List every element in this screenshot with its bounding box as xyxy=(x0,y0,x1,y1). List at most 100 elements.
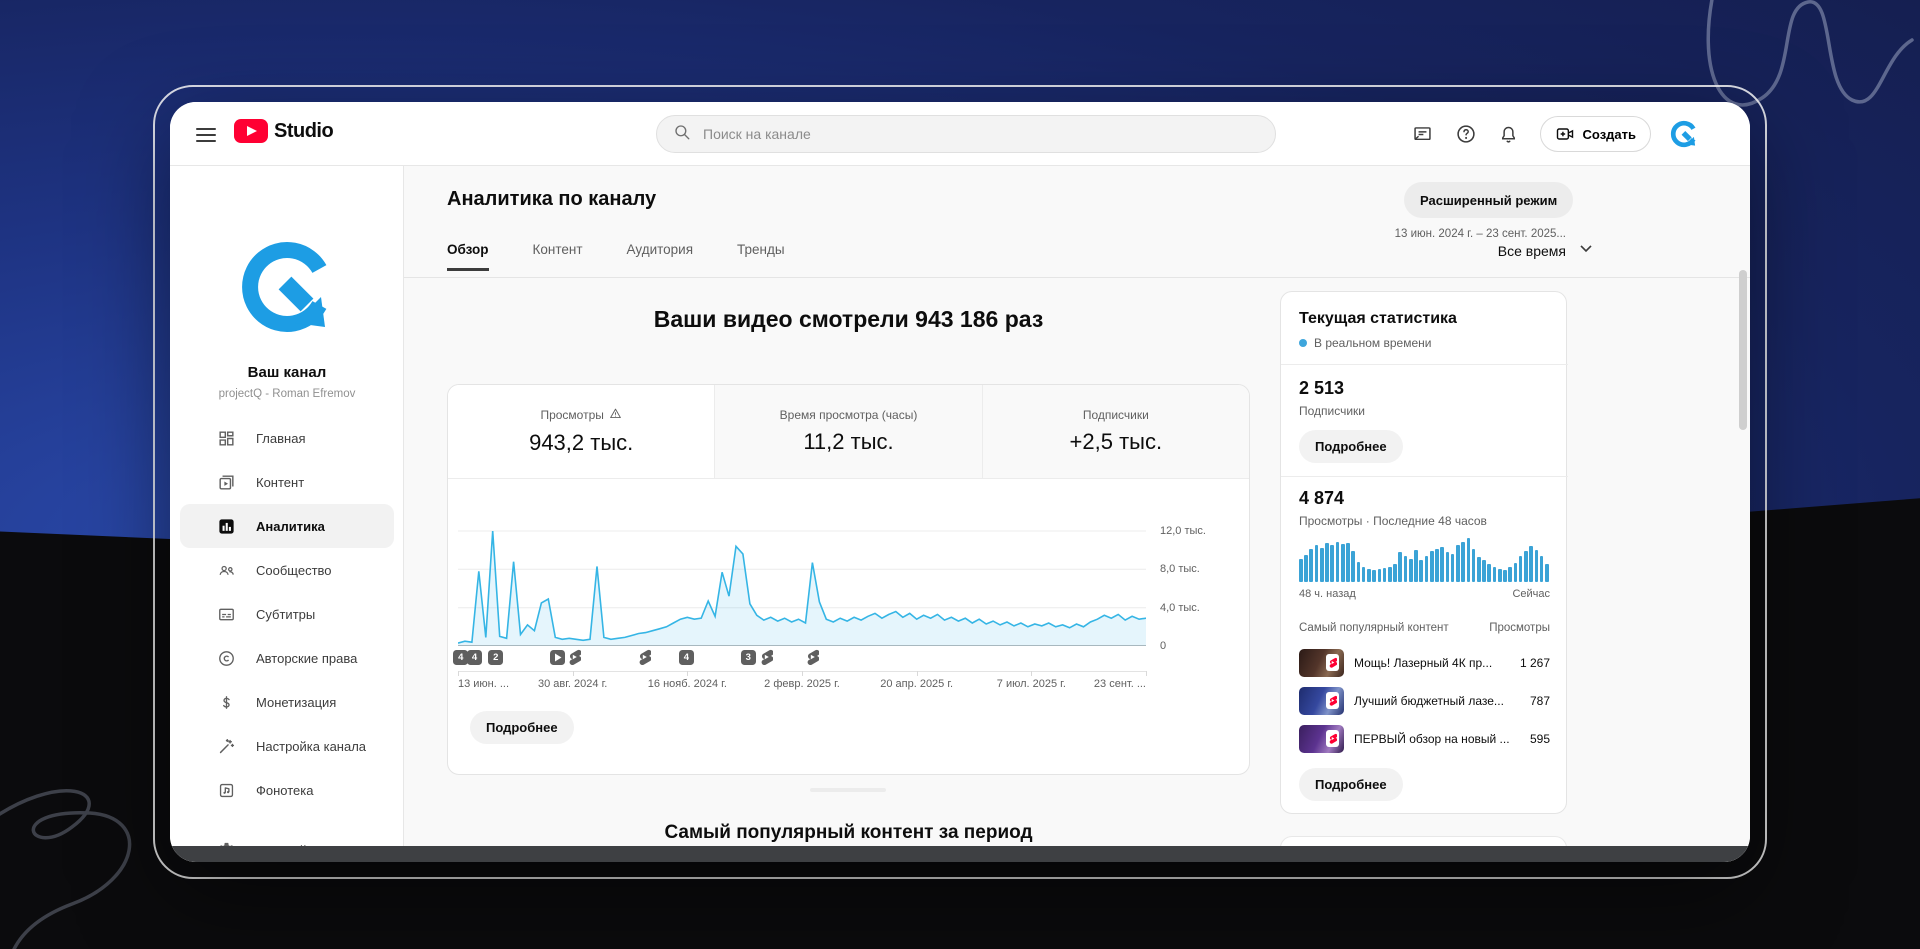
channel-avatar[interactable] xyxy=(239,239,335,335)
shorts-marker-icon[interactable] xyxy=(805,649,820,670)
realtime-bar xyxy=(1435,549,1439,582)
sidebar-item-content[interactable]: Контент xyxy=(180,460,394,504)
channel-name: Ваш канал xyxy=(247,364,327,381)
chevron-down-icon[interactable] xyxy=(1576,238,1596,263)
subtitles-icon xyxy=(216,604,236,624)
tab-overview[interactable]: Обзор xyxy=(447,242,489,271)
kpi-watch-time-label: Время просмотра (часы) xyxy=(779,408,918,422)
realtime-bar xyxy=(1387,566,1392,582)
kpi-watch-time[interactable]: Время просмотра (часы) 11,2 тыс. xyxy=(714,385,982,478)
window-scrollbar[interactable] xyxy=(1739,270,1747,430)
notifications-bell-icon[interactable] xyxy=(1497,122,1521,146)
tab-content[interactable]: Контент xyxy=(532,242,583,257)
topbar-actions: Создать xyxy=(1411,102,1698,166)
kpi-subscribers[interactable]: Подписчики +2,5 тыс. xyxy=(981,385,1249,478)
realtime-bar xyxy=(1503,570,1507,582)
shorts-marker-icon[interactable] xyxy=(567,649,582,670)
wand-icon xyxy=(216,736,236,756)
sidebar-item-subtitles[interactable]: Субтитры xyxy=(180,592,394,636)
sidebar-item-customization[interactable]: Настройка канала xyxy=(180,724,394,768)
top-content-views-header: Просмотры xyxy=(1489,622,1550,634)
realtime-bar xyxy=(1445,552,1450,582)
realtime-stats-card: Текущая статистика В реальном времени 2 … xyxy=(1280,291,1568,814)
video-thumbnail xyxy=(1299,649,1344,677)
realtime-bar xyxy=(1539,555,1544,582)
realtime-views-value: 4 874 xyxy=(1299,488,1345,508)
create-button[interactable]: Создать xyxy=(1539,116,1651,152)
realtime-bar xyxy=(1456,545,1460,582)
realtime-bar xyxy=(1340,544,1345,582)
advanced-mode-button[interactable]: Расширенный режим xyxy=(1404,182,1574,218)
sidebar-item-copyright[interactable]: Авторские права xyxy=(180,636,394,680)
realtime-bar xyxy=(1367,569,1371,582)
realtime-bar xyxy=(1299,559,1303,582)
shorts-marker-icon[interactable] xyxy=(637,649,652,670)
video-count-marker[interactable]: 4 xyxy=(453,650,469,665)
realtime-bar xyxy=(1518,556,1523,582)
realtime-bar xyxy=(1524,551,1528,582)
search-input[interactable] xyxy=(703,126,1259,142)
chart-x-axis-labels: 13 июн. ... 30 авг. 2024 г. 16 нояб. 2024 … xyxy=(458,678,1146,694)
video-count-marker[interactable]: 2 xyxy=(488,650,504,665)
video-count-marker[interactable]: 4 xyxy=(678,650,694,665)
sidebar-item-audio-library[interactable]: Фонотека xyxy=(180,768,394,812)
window-bottom-strip xyxy=(170,846,1750,862)
channel-search-bar[interactable] xyxy=(656,115,1276,153)
sidebar-item-home[interactable]: Главная xyxy=(180,416,394,460)
realtime-bar xyxy=(1545,563,1549,582)
realtime-axis-right: Сейчас xyxy=(1512,588,1550,600)
top-content-row[interactable]: Лучший бюджетный лазе... 787 xyxy=(1299,686,1550,716)
realtime-bar xyxy=(1393,563,1397,582)
video-views: 1 267 xyxy=(1519,656,1550,670)
kpi-views[interactable]: Просмотры 943,2 тыс. xyxy=(448,385,715,478)
subscribers-details-button[interactable]: Подробнее xyxy=(1299,430,1403,463)
realtime-bar xyxy=(1314,545,1319,582)
window-outline-ring xyxy=(153,85,1767,879)
feedback-icon[interactable] xyxy=(1411,122,1435,146)
tab-audience[interactable]: Аудитория xyxy=(626,242,694,257)
help-icon[interactable] xyxy=(1454,122,1478,146)
realtime-views-label: Просмотры · Последние 48 часов xyxy=(1299,514,1487,528)
chart-details-button[interactable]: Подробнее xyxy=(470,711,574,744)
top-content-row[interactable]: Мощь! Лазерный 4К пр... 1 267 xyxy=(1299,648,1550,678)
channel-subtitle: projectQ - Roman Efremov xyxy=(218,388,356,400)
sidebar-item-community[interactable]: Сообщество xyxy=(180,548,394,592)
kpi-views-label: Просмотры xyxy=(540,408,604,422)
x-tick-mark xyxy=(916,671,918,676)
video-count-marker[interactable]: 3 xyxy=(740,650,756,665)
youtube-play-logo-icon xyxy=(234,119,268,143)
sidebar-item-label: Монетизация xyxy=(256,694,337,710)
y-tick-label: 8,0 тыс. xyxy=(1160,563,1200,576)
analytics-icon xyxy=(216,516,236,536)
sidebar-item-label: Сообщество xyxy=(256,562,332,578)
x-tick-mark xyxy=(1031,671,1033,676)
tab-trends[interactable]: Тренды xyxy=(737,242,785,257)
views-area-fill xyxy=(458,531,1146,646)
realtime-subscribers-value: 2 513 xyxy=(1299,378,1345,398)
sidebar-item-analytics[interactable]: Аналитика xyxy=(180,504,394,548)
x-tick-mark xyxy=(1146,671,1147,676)
video-thumbnail xyxy=(1299,687,1344,715)
realtime-details-button[interactable]: Подробнее xyxy=(1299,768,1403,801)
content-icon xyxy=(216,472,236,492)
kpi-subscribers-value: +2,5 тыс. xyxy=(1069,429,1163,454)
realtime-bar xyxy=(1414,550,1418,582)
menu-hamburger-icon[interactable] xyxy=(196,124,216,144)
youtube-studio-logo[interactable]: Studio xyxy=(234,119,334,143)
realtime-axis-left: 48 ч. назад xyxy=(1299,588,1356,600)
realtime-bar xyxy=(1492,567,1497,582)
create-button-label: Создать xyxy=(1582,126,1636,142)
top-content-row[interactable]: ПЕРВЫЙ обзор на новый ... 595 xyxy=(1299,724,1550,754)
sidebar-item-monetization[interactable]: Монетизация xyxy=(180,680,394,724)
sidebar-item-label: Субтитры xyxy=(256,606,316,622)
realtime-subscribers-label: Подписчики xyxy=(1299,404,1366,418)
account-avatar[interactable] xyxy=(1670,120,1698,148)
x-tick-label: 2 февр. 2025 г. xyxy=(764,678,840,690)
video-marker-icon[interactable] xyxy=(550,650,566,665)
shorts-marker-icon[interactable] xyxy=(759,649,774,670)
kpi-watch-time-value: 11,2 тыс. xyxy=(803,429,894,454)
date-range-picker[interactable]: 13 июн. 2024 г. – 23 сент. 2025... Все в… xyxy=(1304,228,1566,259)
realtime-live-label: В реальном времени xyxy=(1314,336,1432,350)
video-count-marker[interactable]: 4 xyxy=(467,650,482,665)
